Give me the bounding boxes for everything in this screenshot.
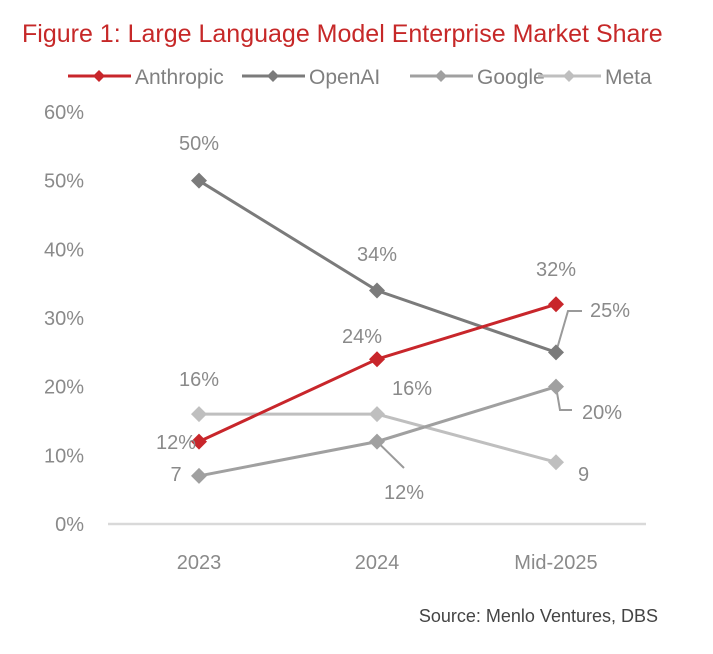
legend-item-google: Google: [410, 66, 545, 89]
y-tick-label: 10%: [44, 445, 84, 467]
legend-item-anthropic: Anthropic: [68, 66, 224, 89]
series-group: [191, 172, 564, 484]
data-label-google-0: 7: [170, 464, 181, 486]
legend: Anthropic OpenAI Google Meta: [68, 66, 652, 89]
y-tick-label: 60%: [44, 102, 84, 124]
data-point-google-2: [548, 378, 564, 395]
legend-label: Meta: [605, 66, 652, 89]
data-label-openai-1: 34%: [357, 244, 397, 266]
leader-line: [376, 440, 405, 469]
source-note: Source: Menlo Ventures, DBS: [419, 606, 658, 626]
leader-line: [555, 386, 572, 411]
data-label-anthropic-2: 32%: [536, 259, 576, 281]
data-label-meta-2: 9: [578, 464, 589, 486]
data-labels: 12% 24% 32% 50% 34% 25% 7 12% 20% 16% 16% 9: [156, 133, 630, 504]
legend-marker: [563, 70, 575, 82]
y-tick-label: 20%: [44, 377, 84, 399]
data-point-anthropic-2: [548, 296, 564, 313]
leader-lines: [376, 310, 582, 469]
data-label-anthropic-0: 12%: [156, 432, 196, 454]
data-point-google-0: [191, 467, 207, 484]
series-line: [198, 385, 557, 478]
data-label-openai-0: 50%: [179, 133, 219, 155]
data-label-google-2: 20%: [582, 402, 622, 424]
series-google: [191, 378, 564, 484]
legend-label: Google: [477, 66, 545, 89]
data-label-meta-1: 16%: [392, 378, 432, 400]
data-point-meta-0: [191, 406, 207, 423]
legend-marker: [93, 70, 105, 82]
data-point-meta-2: [548, 454, 564, 471]
data-point-google-1: [369, 433, 385, 450]
data-label-meta-0: 16%: [179, 369, 219, 391]
legend-label: OpenAI: [309, 66, 380, 89]
data-point-openai-1: [369, 282, 385, 299]
series-openai: [191, 172, 564, 361]
y-tick-label: 30%: [44, 308, 84, 330]
x-tick-label: 2024: [355, 552, 400, 574]
data-point-openai-0: [191, 172, 207, 189]
data-label-anthropic-1: 24%: [342, 326, 382, 348]
x-tick-label: 2023: [177, 552, 222, 574]
x-axis: 2023 2024 Mid-2025: [177, 552, 598, 574]
data-point-anthropic-1: [369, 351, 385, 368]
y-tick-label: 40%: [44, 239, 84, 261]
legend-item-meta: Meta: [538, 66, 652, 89]
data-label-openai-2: 25%: [590, 300, 630, 322]
legend-label: Anthropic: [135, 66, 224, 89]
y-axis: 0% 10% 20% 30% 40% 50% 60%: [44, 102, 84, 536]
legend-item-openai: OpenAI: [242, 66, 380, 89]
x-tick-label: Mid-2025: [514, 552, 597, 574]
data-label-google-1: 12%: [384, 482, 424, 504]
leader-line: [555, 310, 582, 353]
y-tick-label: 0%: [55, 514, 84, 536]
legend-marker: [435, 70, 447, 82]
series-anthropic: [191, 296, 564, 450]
chart-title: Figure 1: Large Language Model Enterpris…: [22, 20, 663, 48]
data-point-anthropic-0: [191, 433, 207, 450]
data-point-meta-1: [369, 406, 385, 423]
data-point-openai-2: [548, 344, 564, 361]
y-tick-label: 50%: [44, 171, 84, 193]
legend-marker: [267, 70, 279, 82]
